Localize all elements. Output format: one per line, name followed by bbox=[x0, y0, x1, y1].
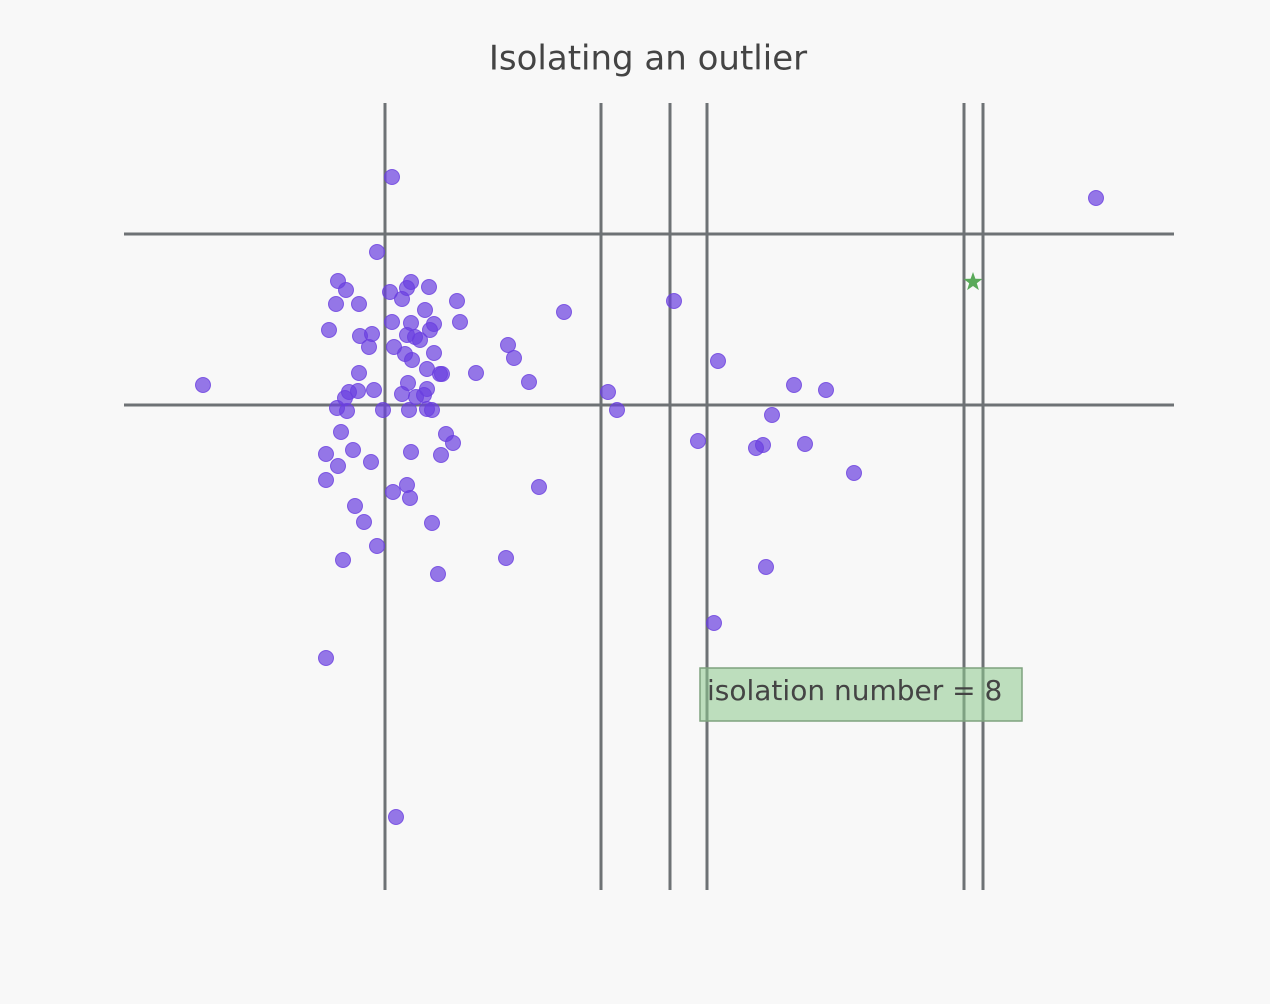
point bbox=[764, 407, 780, 423]
point bbox=[600, 384, 616, 400]
point bbox=[351, 365, 367, 381]
point bbox=[498, 550, 514, 566]
point bbox=[369, 538, 385, 554]
point bbox=[786, 377, 802, 393]
point bbox=[500, 337, 516, 353]
point bbox=[363, 454, 379, 470]
point bbox=[758, 559, 774, 575]
point bbox=[506, 350, 522, 366]
point bbox=[364, 326, 380, 342]
point bbox=[421, 279, 437, 295]
point bbox=[318, 472, 334, 488]
point bbox=[382, 284, 398, 300]
point bbox=[333, 424, 349, 440]
point bbox=[339, 403, 355, 419]
point bbox=[394, 291, 410, 307]
point bbox=[417, 302, 433, 318]
point bbox=[797, 436, 813, 452]
point bbox=[690, 433, 706, 449]
split-lines bbox=[124, 103, 1174, 890]
point bbox=[384, 314, 400, 330]
points bbox=[195, 169, 1104, 825]
point bbox=[412, 332, 428, 348]
point bbox=[416, 387, 432, 403]
point bbox=[394, 386, 410, 402]
annotation-box bbox=[699, 667, 1023, 722]
point bbox=[330, 458, 346, 474]
point bbox=[818, 382, 834, 398]
point bbox=[366, 382, 382, 398]
point bbox=[556, 304, 572, 320]
point bbox=[347, 498, 363, 514]
point bbox=[318, 650, 334, 666]
point bbox=[369, 244, 385, 260]
point bbox=[318, 446, 334, 462]
point bbox=[521, 374, 537, 390]
point bbox=[1088, 190, 1104, 206]
chart-title: Isolating an outlier bbox=[489, 39, 807, 79]
point bbox=[531, 479, 547, 495]
point bbox=[401, 402, 417, 418]
point bbox=[452, 314, 468, 330]
point bbox=[375, 402, 391, 418]
point bbox=[710, 353, 726, 369]
point bbox=[356, 514, 372, 530]
point bbox=[321, 322, 337, 338]
point bbox=[433, 447, 449, 463]
point bbox=[335, 552, 351, 568]
point bbox=[403, 444, 419, 460]
point bbox=[328, 296, 344, 312]
point bbox=[388, 809, 404, 825]
point bbox=[361, 339, 377, 355]
point bbox=[338, 282, 354, 298]
point bbox=[402, 490, 418, 506]
point bbox=[384, 169, 400, 185]
point bbox=[404, 352, 420, 368]
point bbox=[345, 442, 361, 458]
annotation-group: isolation number = 8 bbox=[699, 667, 1023, 722]
point bbox=[195, 377, 211, 393]
point bbox=[424, 515, 440, 531]
annotation: isolation number = 8 bbox=[707, 674, 1002, 707]
outlier-star bbox=[963, 272, 983, 291]
point bbox=[706, 615, 722, 631]
point bbox=[350, 383, 366, 399]
point bbox=[426, 345, 442, 361]
point bbox=[449, 293, 465, 309]
point bbox=[385, 484, 401, 500]
point bbox=[666, 293, 682, 309]
point bbox=[432, 366, 448, 382]
point bbox=[351, 296, 367, 312]
point bbox=[399, 477, 415, 493]
point bbox=[422, 322, 438, 338]
point bbox=[846, 465, 862, 481]
point bbox=[748, 440, 764, 456]
point bbox=[609, 402, 625, 418]
point bbox=[468, 365, 484, 381]
point bbox=[445, 435, 461, 451]
point bbox=[424, 402, 440, 418]
point bbox=[430, 566, 446, 582]
